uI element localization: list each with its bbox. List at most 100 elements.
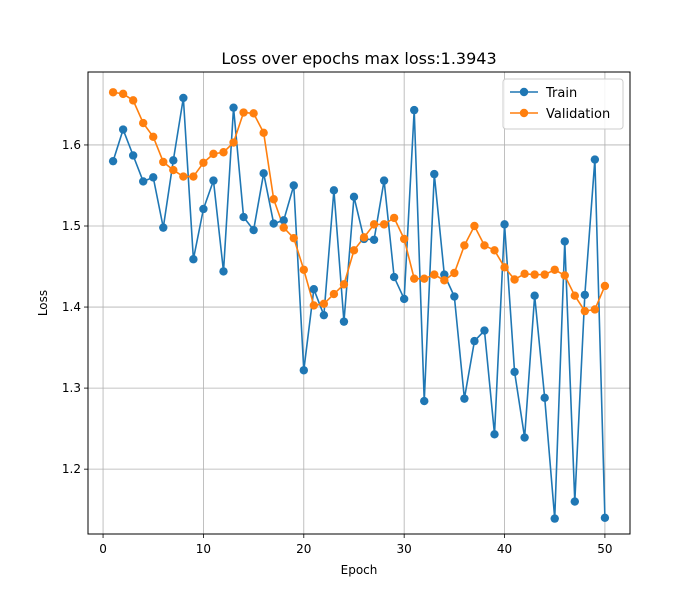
train-point	[249, 225, 258, 235]
y-axis: 1.2 1.3 1.4 1.5 1.6	[62, 138, 88, 476]
train-point	[560, 237, 569, 246]
train-point	[339, 317, 349, 326]
chart-title: Loss over epochs max loss:1.3943	[221, 49, 496, 68]
train-point	[139, 177, 148, 186]
validation-point	[490, 246, 499, 255]
validation-point	[410, 274, 419, 283]
train-point	[389, 272, 399, 282]
plot-frame	[87, 71, 631, 535]
train-point	[199, 204, 208, 214]
validation-point	[510, 275, 519, 284]
validation-point	[249, 109, 258, 118]
train-point	[319, 310, 329, 320]
train-point	[209, 176, 218, 185]
validation-point	[530, 270, 539, 279]
train-point	[420, 396, 429, 406]
train-point	[470, 336, 479, 346]
train-point	[540, 393, 549, 403]
train-point	[269, 219, 278, 228]
train-point	[289, 181, 298, 190]
y-tick-label: 1.3	[62, 381, 81, 395]
train-point	[299, 366, 308, 375]
train-point	[169, 156, 178, 165]
y-tick-label: 1.2	[62, 462, 81, 476]
validation-point	[209, 149, 218, 159]
train-point	[349, 192, 359, 202]
validation-point	[269, 195, 278, 204]
validation-point	[450, 268, 459, 278]
x-tick-label: 20	[296, 542, 311, 556]
train-point	[239, 212, 248, 222]
train-point	[500, 220, 509, 229]
y-axis-label: Loss	[36, 290, 50, 316]
validation-point	[289, 233, 298, 243]
validation-point	[590, 305, 600, 314]
train-point	[600, 513, 610, 522]
train-point	[450, 292, 459, 301]
validation-point	[128, 96, 138, 105]
train-point	[309, 285, 319, 294]
validation-point	[229, 138, 238, 147]
validation-point	[600, 281, 610, 291]
validation-point	[460, 241, 469, 250]
train-point	[189, 255, 198, 264]
validation-point	[309, 301, 319, 310]
y-tick-label: 1.5	[62, 219, 81, 233]
validation-point	[389, 213, 399, 223]
validation-point	[239, 108, 248, 117]
validation-point	[329, 289, 339, 299]
validation-point	[118, 89, 128, 99]
train-point	[490, 430, 499, 439]
series-points	[108, 88, 610, 523]
validation-point	[369, 220, 379, 229]
train-point	[329, 186, 339, 195]
validation-point	[399, 234, 409, 244]
train-point	[219, 267, 228, 276]
validation-point	[189, 172, 198, 181]
validation-point	[299, 265, 308, 274]
series-lines	[112, 91, 606, 520]
validation-point	[580, 306, 590, 316]
train-point	[480, 326, 489, 335]
train-point	[279, 216, 288, 225]
validation-point	[480, 241, 489, 250]
validation-point	[500, 263, 509, 272]
train-point	[118, 125, 128, 134]
train-point	[550, 514, 559, 523]
validation-point	[149, 132, 158, 142]
train-point	[590, 155, 600, 164]
train-point	[460, 394, 469, 403]
legend-validation-label: Validation	[546, 107, 610, 122]
validation-point	[339, 280, 349, 289]
validation-point	[420, 274, 429, 283]
validation-point	[349, 246, 359, 255]
validation-point	[159, 157, 168, 167]
train-point	[229, 103, 238, 112]
x-tick-label: 50	[597, 542, 612, 556]
train-point	[179, 93, 188, 103]
y-tick-label: 1.4	[62, 300, 81, 314]
validation-point	[379, 220, 389, 229]
validation-point	[179, 172, 188, 181]
validation-point	[279, 223, 288, 232]
x-tick-label: 10	[196, 542, 211, 556]
train-point	[108, 156, 118, 166]
grid	[88, 72, 630, 534]
legend: Train Validation	[502, 78, 624, 130]
validation-point	[540, 270, 549, 279]
train-point	[259, 169, 268, 178]
train-point	[430, 169, 439, 179]
train-point	[520, 433, 529, 442]
train-point	[510, 367, 519, 377]
validation-point	[440, 276, 449, 285]
validation-point	[570, 291, 579, 300]
x-axis-label: Epoch	[341, 563, 378, 577]
train-point	[369, 235, 379, 244]
train-point	[530, 291, 539, 300]
train-point	[379, 176, 389, 185]
validation-point	[169, 165, 178, 175]
validation-point	[319, 299, 329, 309]
x-tick-label: 40	[497, 542, 512, 556]
train-point	[149, 173, 158, 182]
validation-point	[259, 128, 268, 137]
